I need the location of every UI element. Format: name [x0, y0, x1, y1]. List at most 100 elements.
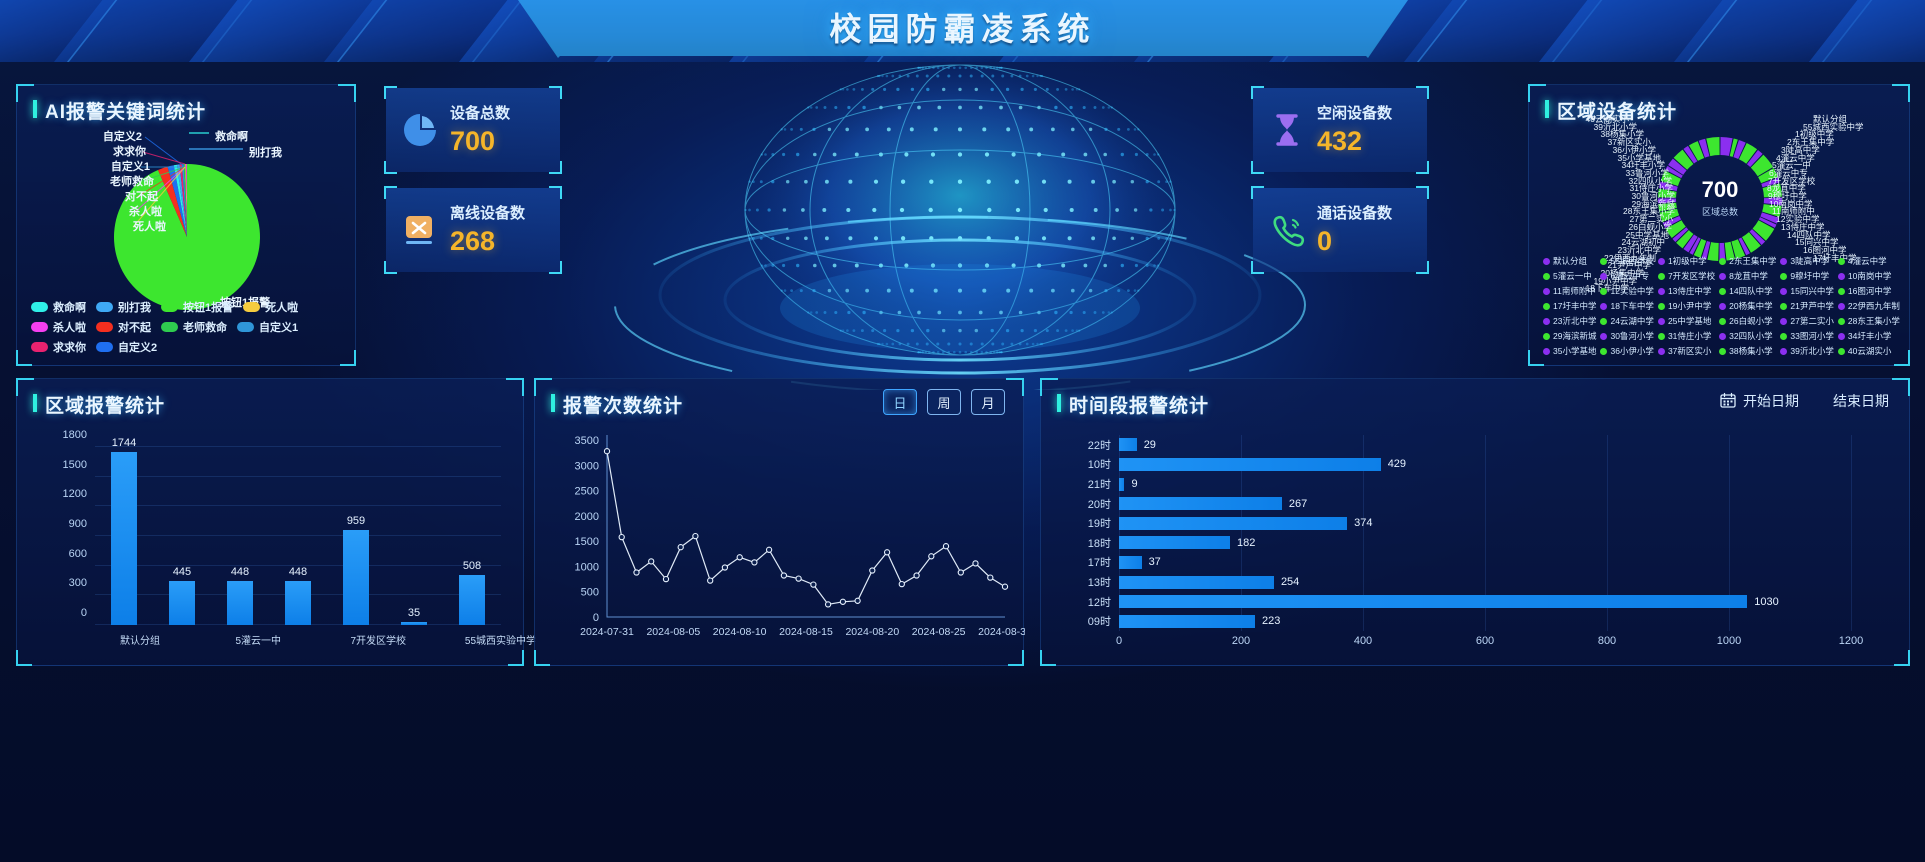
alarm-count-range-tabs[interactable]: 日周月: [883, 389, 1005, 415]
donut-legend-item[interactable]: 13侍庄中学: [1657, 285, 1715, 297]
donut-legend-item[interactable]: 2东王集中学: [1719, 255, 1776, 267]
hbar[interactable]: [1119, 536, 1231, 550]
donut-legend-item[interactable]: 30鲁河小学: [1600, 330, 1654, 342]
kpi-card-offline-devices[interactable]: 离线设备数 268: [384, 186, 562, 274]
donut-legend-item[interactable]: 默认分组: [1543, 255, 1596, 267]
hbar-row[interactable]: 22时 29: [1088, 438, 1851, 452]
donut-legend-item[interactable]: 40云湖实小: [1837, 345, 1900, 357]
kpi-card-idle-devices[interactable]: 空闲设备数 432: [1251, 86, 1429, 174]
donut-legend-item[interactable]: 28东王集小学: [1837, 315, 1900, 327]
hbar[interactable]: [1119, 497, 1282, 511]
hbar[interactable]: [1119, 555, 1142, 569]
donut-legend-item[interactable]: 6灌云中专: [1600, 270, 1653, 282]
hbar[interactable]: [1119, 477, 1125, 491]
region-device-legend[interactable]: 默认分组 55城西学校 1初级中学 2东王集中学 3陡高中学 4灌云中学 5灌云一中 6灌云中…: [1543, 255, 1900, 357]
donut-legend-item[interactable]: 8龙苴中学: [1719, 270, 1776, 282]
bar-column[interactable]: 35: [385, 437, 443, 625]
bar[interactable]: [111, 452, 137, 625]
donut-legend-item[interactable]: 24云湖中学: [1600, 315, 1654, 327]
donut-legend-item[interactable]: 12实验中学: [1600, 285, 1654, 297]
hbar[interactable]: [1119, 457, 1381, 471]
hbar-row[interactable]: 13时 254: [1088, 575, 1851, 589]
alarm-count-line-chart[interactable]: 0 500 1000 1500 2000 2500 3000 3500 2024-07-31 20…: [535, 425, 1032, 663]
donut-legend-item[interactable]: 33图河小学: [1780, 330, 1834, 342]
pie-legend-item[interactable]: 自定义2: [96, 339, 157, 355]
hbar-row[interactable]: 17时 37: [1088, 555, 1851, 569]
bar-column[interactable]: 448 5灌云一中: [211, 437, 281, 647]
donut-legend-item[interactable]: 38杨集小学: [1719, 345, 1776, 357]
bar[interactable]: [285, 580, 311, 625]
bar[interactable]: [343, 530, 369, 625]
pie-legend-item[interactable]: 按钮1报警: [161, 299, 233, 315]
hbar-row[interactable]: 21时 9: [1088, 477, 1851, 491]
region-alarm-bar-chart[interactable]: 0 300 600 900 1200 1500 1800 1744 默认分组 445 448 5灌云…: [63, 429, 536, 647]
pie-legend-item[interactable]: 杀人啦: [31, 319, 86, 335]
donut-legend-item[interactable]: 23沂北中学: [1543, 315, 1596, 327]
donut-legend-item[interactable]: 17圩丰中学: [1543, 300, 1596, 312]
bar[interactable]: [459, 574, 485, 625]
bar[interactable]: [401, 621, 427, 625]
donut-legend-item[interactable]: 21尹芦中学: [1780, 300, 1834, 312]
kpi-card-calling-devices[interactable]: 通话设备数 0: [1251, 186, 1429, 274]
donut-legend-item[interactable]: 31侍庄小学: [1657, 330, 1715, 342]
donut-legend-item[interactable]: 19小尹中学: [1657, 300, 1715, 312]
donut-legend-item[interactable]: 25中学基地: [1657, 315, 1715, 327]
pie-legend-item[interactable]: 老师救命: [161, 319, 227, 335]
donut-legend-item[interactable]: 55城西学校: [1600, 255, 1654, 267]
donut-legend-item[interactable]: 37新区实小: [1657, 345, 1715, 357]
donut-legend-item[interactable]: 29海滨新城: [1543, 330, 1596, 342]
range-tab-周[interactable]: 周: [927, 389, 961, 415]
donut-legend-item[interactable]: 11南师附中: [1543, 285, 1596, 297]
donut-legend-item[interactable]: 36小伊小学: [1600, 345, 1654, 357]
hbar-row[interactable]: 12时 1030: [1088, 595, 1851, 609]
donut-legend-item[interactable]: 20杨集中学: [1719, 300, 1776, 312]
hbar[interactable]: [1119, 614, 1256, 628]
bar[interactable]: [227, 580, 253, 625]
pie-legend-item[interactable]: 求求你: [31, 339, 86, 355]
bar-column[interactable]: 959 7开发区学校: [327, 437, 406, 647]
donut-legend-item[interactable]: 35小学基地: [1543, 345, 1596, 357]
pie-legend-item[interactable]: 别打我: [96, 299, 151, 315]
donut-legend-item[interactable]: 27第二实小: [1780, 315, 1834, 327]
keyword-pie-chart[interactable]: 自定义2求求你自定义1老师救命对不起杀人啦死人啦救命啊别打我按钮1报警: [17, 115, 357, 311]
donut-legend-item[interactable]: 32四队小学: [1719, 330, 1776, 342]
donut-legend-item[interactable]: 9穆圩中学: [1780, 270, 1833, 282]
donut-legend-item[interactable]: 7开发区学校: [1657, 270, 1715, 282]
pie-legend-item[interactable]: 死人啦: [243, 299, 298, 315]
range-tab-日[interactable]: 日: [883, 389, 917, 415]
donut-legend-item[interactable]: 34圩丰小学: [1837, 330, 1900, 342]
donut-legend-item[interactable]: 15同兴中学: [1780, 285, 1834, 297]
kpi-card-total-devices[interactable]: 设备总数 700: [384, 86, 562, 174]
bar-column[interactable]: 448: [269, 437, 327, 625]
hbar-row[interactable]: 10时 429: [1088, 457, 1851, 471]
pie-legend-item[interactable]: 自定义1: [237, 319, 298, 335]
date-end-input[interactable]: 结束日期: [1833, 393, 1889, 409]
hbar-row[interactable]: 20时 267: [1088, 497, 1851, 511]
hbar-row[interactable]: 18时 182: [1088, 536, 1851, 550]
time-period-bar-chart[interactable]: 22时 29 10时 429 21时 9 20时 267 19时 374 18时 182 17时 37 13…: [1041, 379, 1911, 667]
hbar[interactable]: [1119, 575, 1274, 589]
hbar[interactable]: [1119, 516, 1348, 530]
donut-legend-item[interactable]: 14四队中学: [1719, 285, 1776, 297]
bar-column[interactable]: 1744 默认分组: [95, 437, 160, 647]
date-start-control[interactable]: 开始日期: [1720, 391, 1799, 411]
pie-legend-item[interactable]: 救命啊: [31, 299, 86, 315]
donut-legend-item[interactable]: 3陡高中学: [1780, 255, 1833, 267]
bar[interactable]: [169, 580, 195, 625]
donut-legend-item[interactable]: 10南岗中学: [1837, 270, 1900, 282]
date-range-controls[interactable]: 开始日期 结束日期: [1720, 391, 1889, 411]
donut-legend-item[interactable]: 22伊西九年制: [1837, 300, 1900, 312]
donut-legend-item[interactable]: 5灌云一中: [1543, 270, 1596, 282]
donut-legend-item[interactable]: 26白蚬小学: [1719, 315, 1776, 327]
bar-column[interactable]: 445: [153, 437, 211, 625]
donut-legend-item[interactable]: 16图河中学: [1837, 285, 1900, 297]
pie-legend-item[interactable]: 对不起: [96, 319, 151, 335]
bar-column[interactable]: 508 55城西实验中学: [443, 437, 536, 647]
range-tab-月[interactable]: 月: [971, 389, 1005, 415]
date-start-input[interactable]: 开始日期: [1743, 393, 1799, 409]
hbar[interactable]: [1119, 595, 1748, 609]
hbar-row[interactable]: 09时 223: [1088, 614, 1851, 628]
donut-legend-item[interactable]: 4灌云中学: [1837, 255, 1900, 267]
hbar[interactable]: [1119, 438, 1137, 452]
donut-legend-item[interactable]: 1初级中学: [1657, 255, 1715, 267]
